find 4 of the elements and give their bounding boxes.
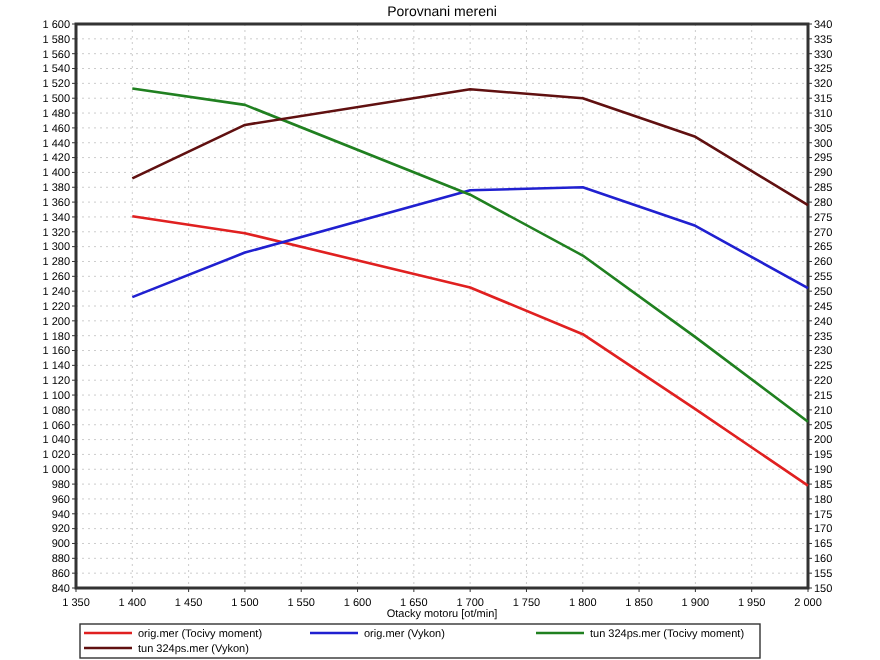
line-series (131, 88, 810, 207)
line-series (131, 87, 810, 424)
line-series (131, 214, 810, 487)
line-series (131, 185, 810, 299)
